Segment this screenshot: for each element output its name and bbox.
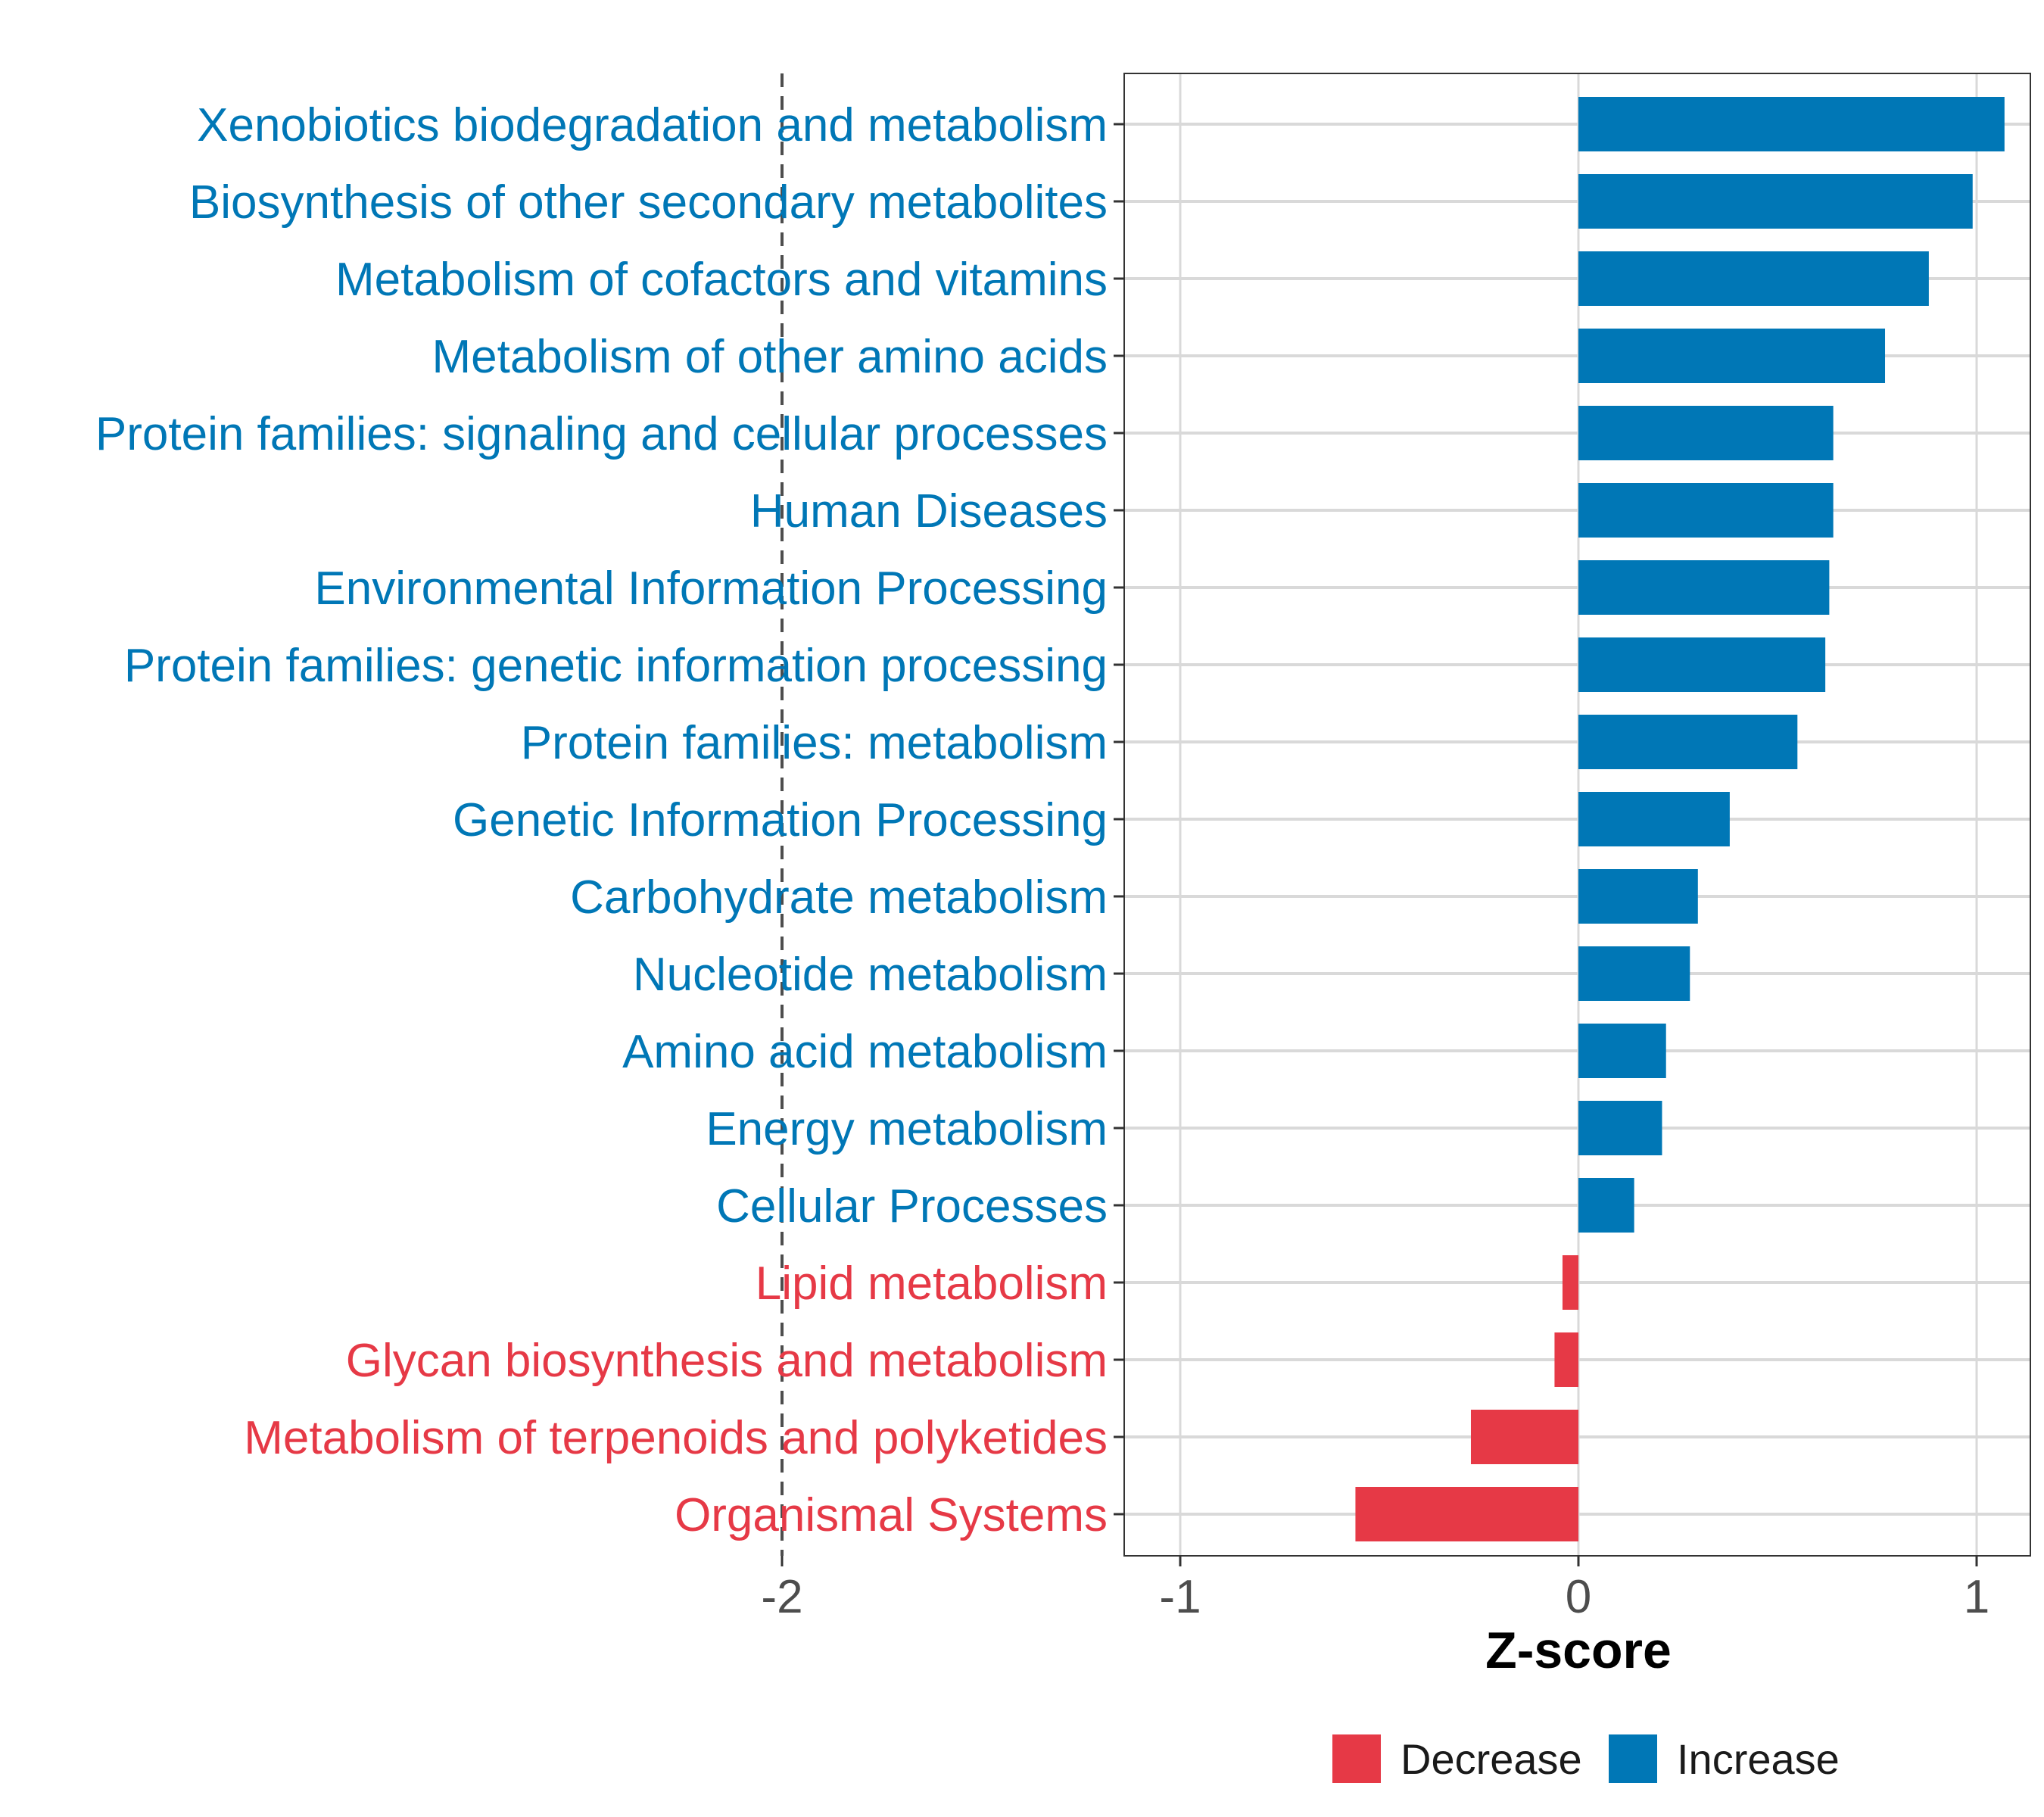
- category-label: Lipid metabolism: [756, 1258, 1108, 1310]
- bar: [1554, 1332, 1578, 1387]
- category-label: Carbohydrate metabolism: [570, 871, 1108, 924]
- legend-label-decrease: Decrease: [1401, 1735, 1582, 1783]
- bar: [1578, 1178, 1634, 1233]
- category-label: Metabolism of other amino acids: [432, 331, 1108, 383]
- category-label: Cellular Processes: [716, 1180, 1108, 1233]
- category-label: Glycan biosynthesis and metabolism: [346, 1335, 1108, 1387]
- bar: [1562, 1255, 1578, 1310]
- x-axis-title: Z-score: [1485, 1622, 1672, 1679]
- bar: [1578, 329, 1886, 383]
- category-label: Nucleotide metabolism: [633, 949, 1108, 1001]
- legend-key-decrease: [1332, 1734, 1381, 1783]
- x-axis-tick-labels: -2-1012: [761, 1571, 1989, 1623]
- category-label: Protein families: genetic information pr…: [124, 640, 1108, 692]
- category-label: Amino acid metabolism: [622, 1026, 1108, 1078]
- category-label: Environmental Information Processing: [314, 563, 1108, 615]
- bar: [1578, 560, 1830, 615]
- bar: [1355, 1487, 1578, 1541]
- x-tick-label: 0: [1566, 1571, 1591, 1623]
- bars: [1355, 97, 2005, 1541]
- bar: [1578, 715, 1798, 769]
- category-label: Energy metabolism: [706, 1103, 1108, 1155]
- bar: [1578, 406, 1834, 460]
- category-label: Protein families: metabolism: [521, 717, 1108, 769]
- category-label: Human Diseases: [750, 485, 1108, 538]
- bar: [1578, 97, 2005, 151]
- legend-key-increase: [1609, 1734, 1657, 1783]
- threshold-lines: [781, 73, 784, 1556]
- bar: [1578, 946, 1690, 1001]
- grid-lines: [1124, 73, 2030, 1556]
- category-label: Protein families: signaling and cellular…: [95, 408, 1108, 460]
- x-tick-label: -2: [761, 1571, 802, 1623]
- bar: [1578, 174, 1973, 229]
- category-label: Metabolism of cofactors and vitamins: [335, 254, 1108, 306]
- legend: Decrease Increase: [1332, 1734, 1840, 1783]
- category-label: Metabolism of terpenoids and polyketides: [244, 1412, 1108, 1464]
- bar: [1578, 1101, 1662, 1155]
- y-axis-category-labels: Xenobiotics biodegradation and metabolis…: [95, 99, 1108, 1541]
- x-tick-label: 1: [1964, 1571, 1989, 1623]
- bar: [1578, 1024, 1666, 1078]
- x-axis-ticks: [781, 1556, 1978, 1566]
- bar: [1578, 869, 1698, 924]
- bar: [1578, 483, 1834, 538]
- category-label: Xenobiotics biodegradation and metabolis…: [197, 99, 1108, 151]
- legend-label-increase: Increase: [1677, 1735, 1840, 1783]
- category-label: Organismal Systems: [675, 1489, 1108, 1541]
- bar: [1578, 637, 1826, 692]
- y-axis-ticks: [1114, 123, 1124, 1516]
- bar: [1470, 1410, 1578, 1464]
- x-tick-label: -1: [1159, 1571, 1201, 1623]
- bar: [1578, 792, 1730, 846]
- category-label: Genetic Information Processing: [453, 794, 1108, 846]
- bar: [1578, 251, 1929, 306]
- category-label: Biosynthesis of other secondary metaboli…: [189, 176, 1108, 229]
